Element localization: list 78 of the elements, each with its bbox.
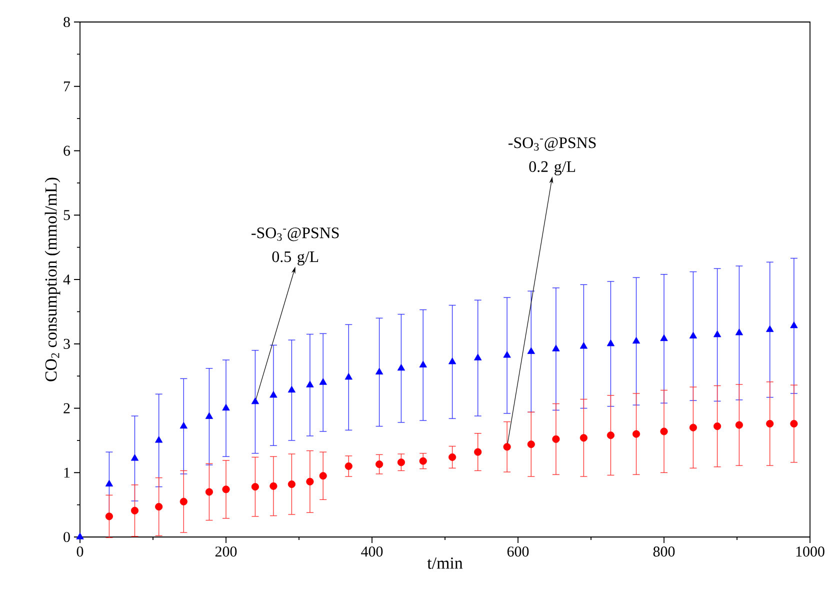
point <box>205 488 213 496</box>
y-tick-label: 4 <box>63 274 70 284</box>
point <box>251 397 260 404</box>
point <box>632 430 640 438</box>
y-axis-title: CO$_{2}$ consumption (mmol/mL) <box>44 178 60 382</box>
point <box>344 372 352 380</box>
point <box>306 478 314 486</box>
point <box>503 351 511 358</box>
y-tick-label: 8 <box>64 16 70 28</box>
point <box>397 458 405 466</box>
annotation: -SO$_{3}$$^{-}$@PSNS 0.2 g/L <box>508 137 596 176</box>
point <box>270 482 278 490</box>
point <box>714 422 722 430</box>
point <box>606 339 615 346</box>
point <box>319 472 327 480</box>
point <box>288 480 296 488</box>
point <box>474 354 482 360</box>
point <box>419 360 427 368</box>
point <box>105 512 113 520</box>
point <box>766 325 774 332</box>
point <box>527 440 535 448</box>
y-tick-label: 0 <box>64 532 70 542</box>
point <box>251 483 259 491</box>
point <box>632 336 640 344</box>
point <box>474 448 482 456</box>
y-tick-label: 7 <box>64 81 70 92</box>
x-tick-label: 200 <box>215 546 237 557</box>
point <box>319 378 327 385</box>
point <box>660 428 668 436</box>
annotation: -SO$_{3}$$^{-}$@PSNS 0.5 g/L <box>252 227 339 266</box>
point <box>552 344 560 352</box>
x-tick-label: 800 <box>653 546 675 557</box>
y-tick-label: 3 <box>64 338 70 349</box>
y-tick-label: 5 <box>64 210 70 220</box>
x-tick-label: 400 <box>361 546 383 557</box>
point <box>180 422 188 429</box>
point <box>76 532 84 540</box>
y-tick-label: 2 <box>64 403 70 414</box>
point <box>790 321 798 328</box>
point <box>306 380 314 388</box>
point <box>105 480 114 487</box>
x-tick-label: 0 <box>76 546 84 557</box>
point <box>419 457 427 465</box>
point <box>580 434 588 442</box>
x-tick-label: 600 <box>507 546 529 557</box>
point <box>130 506 139 514</box>
y-tick-label: 1 <box>64 468 70 478</box>
x-axis-title: t/min <box>427 557 463 569</box>
point <box>766 420 774 428</box>
point <box>735 328 744 336</box>
y-tick-label: 6 <box>64 146 70 156</box>
point <box>222 486 230 494</box>
point <box>552 435 560 443</box>
point <box>503 443 511 451</box>
point <box>222 404 230 411</box>
point <box>606 432 615 440</box>
point <box>270 390 278 398</box>
point <box>448 453 456 461</box>
point <box>288 386 296 393</box>
point <box>713 330 722 338</box>
point <box>155 502 163 511</box>
point <box>580 342 588 349</box>
point <box>689 332 698 338</box>
point <box>790 420 798 428</box>
point <box>735 421 743 429</box>
point <box>180 498 188 506</box>
point <box>689 424 697 432</box>
point <box>448 358 456 364</box>
x-tick-label: 1000 <box>796 546 824 557</box>
point <box>397 364 406 371</box>
point <box>527 347 535 354</box>
point <box>375 368 384 374</box>
point <box>660 334 668 342</box>
point <box>205 412 214 419</box>
point <box>344 462 352 470</box>
point <box>376 460 384 468</box>
point <box>155 436 163 443</box>
point <box>130 454 139 461</box>
